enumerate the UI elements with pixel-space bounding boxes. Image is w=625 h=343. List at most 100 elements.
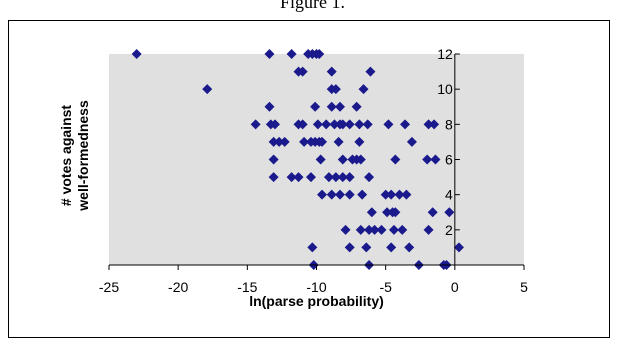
data-point (354, 136, 365, 147)
data-point (400, 119, 411, 130)
data-point (268, 154, 279, 165)
data-point (404, 242, 415, 253)
x-tick-label: -25 (99, 279, 119, 295)
marker-layer (131, 49, 464, 270)
data-point (344, 172, 355, 183)
data-point (344, 189, 355, 200)
data-point (357, 189, 368, 200)
data-point (317, 136, 328, 147)
data-point (326, 66, 337, 77)
data-point (386, 242, 397, 253)
data-point (335, 189, 346, 200)
data-point (299, 136, 310, 147)
data-point (131, 49, 142, 59)
data-point (401, 189, 412, 200)
data-point (429, 119, 440, 130)
data-point (321, 119, 332, 130)
data-point (333, 136, 344, 147)
data-point (354, 119, 365, 130)
data-point (383, 119, 394, 130)
data-point (351, 101, 362, 112)
data-point (376, 224, 387, 235)
data-point (286, 172, 297, 183)
data-point (317, 189, 328, 200)
data-point (297, 66, 308, 77)
y-tick-label: 12 (437, 46, 453, 62)
data-point (380, 189, 391, 200)
data-point (335, 101, 346, 112)
data-point (369, 224, 380, 235)
data-point (268, 136, 279, 147)
data-point (337, 154, 348, 165)
data-point (394, 189, 405, 200)
data-point (305, 172, 316, 183)
data-point (364, 224, 375, 235)
data-point (386, 189, 397, 200)
data-point (423, 119, 434, 130)
data-point (279, 136, 290, 147)
data-point (315, 154, 326, 165)
data-point (344, 242, 355, 253)
data-point (423, 224, 434, 235)
data-point (422, 154, 433, 165)
chart-frame: -25 -20 -15 -10 -5 0 5 2 4 6 8 10 12 # votes against… (8, 20, 610, 338)
y-tick-label: 6 (445, 152, 453, 168)
data-point (297, 119, 308, 130)
data-point (330, 84, 341, 95)
data-point (382, 207, 393, 218)
y-tick-label: 10 (437, 81, 453, 97)
y-axis-title: # votes againstwell-formedness (58, 100, 91, 212)
data-point (444, 207, 455, 218)
data-point (390, 207, 401, 218)
data-point (326, 101, 337, 112)
x-tick-label: 0 (451, 279, 459, 295)
data-point (427, 207, 438, 218)
x-tick-label: -5 (379, 279, 392, 295)
data-point (366, 207, 377, 218)
data-point (397, 224, 408, 235)
data-point (361, 242, 372, 253)
data-point (358, 84, 369, 95)
axes: -25 -20 -15 -10 -5 0 5 2 4 6 8 10 12 (99, 46, 528, 295)
x-tick-label: -15 (237, 279, 257, 295)
y-tick-label: 2 (445, 222, 453, 238)
data-point (406, 136, 417, 147)
x-axis-title: ln(parse probability) (249, 293, 384, 309)
data-point (340, 224, 351, 235)
y-tick-label: 4 (445, 187, 453, 203)
y-tick-label: 8 (445, 116, 453, 132)
x-tick-label: -10 (306, 279, 326, 295)
scatter-chart: -25 -20 -15 -10 -5 0 5 2 4 6 8 10 12 # votes against… (58, 46, 528, 309)
data-point (270, 119, 280, 130)
data-point (268, 172, 279, 183)
data-point (355, 154, 366, 165)
data-point (344, 119, 355, 130)
data-point (365, 66, 376, 77)
data-point (323, 172, 334, 183)
data-point (453, 242, 464, 253)
data-point (202, 84, 213, 95)
data-point (310, 101, 321, 112)
data-point (314, 49, 325, 59)
data-point (430, 154, 441, 165)
data-point (337, 119, 348, 130)
data-point (293, 172, 304, 183)
data-point (364, 172, 375, 183)
data-point (388, 224, 399, 235)
data-point (264, 101, 275, 112)
data-point (329, 119, 340, 130)
data-point (330, 172, 341, 183)
data-point (390, 154, 401, 165)
x-tick-label: -20 (168, 279, 188, 295)
figure-caption: Figure 1. (280, 0, 345, 12)
data-point (355, 224, 366, 235)
data-point (307, 242, 318, 253)
data-point (250, 119, 261, 130)
x-tick-label: 5 (520, 279, 528, 295)
data-point (264, 49, 275, 59)
data-point (286, 49, 297, 59)
data-point (326, 189, 337, 200)
data-point (274, 136, 285, 147)
data-point (362, 119, 373, 130)
data-point (312, 119, 323, 130)
